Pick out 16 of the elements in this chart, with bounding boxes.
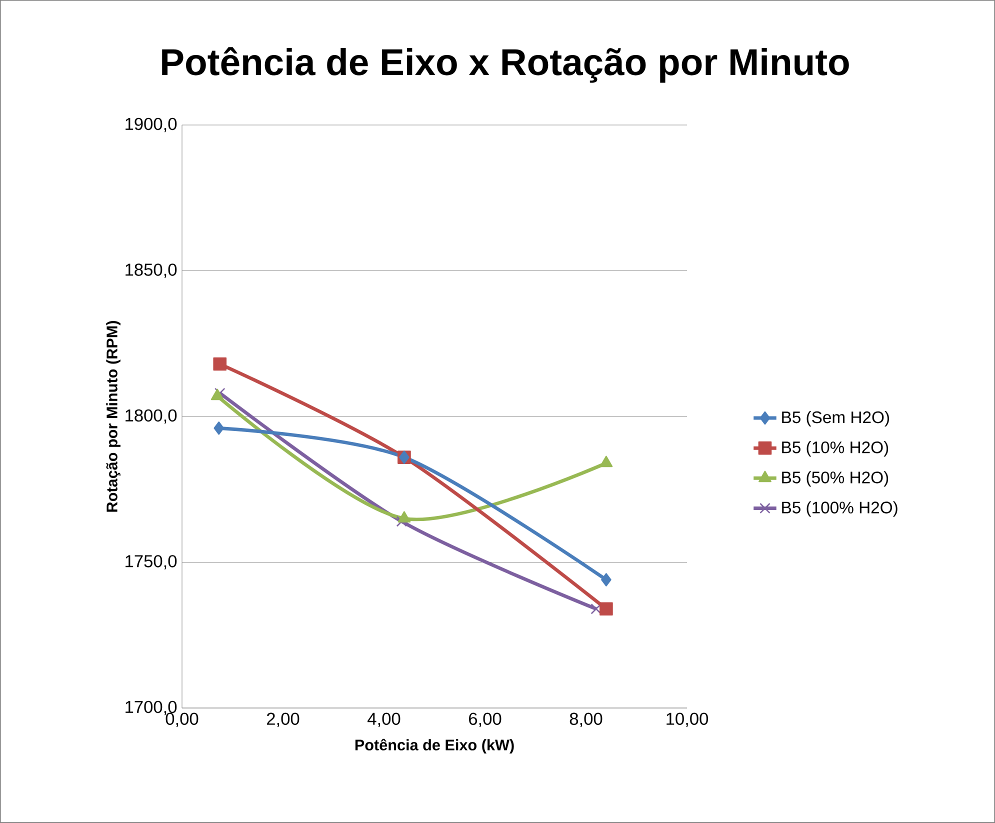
- y-tick-label: 1750,0: [126, 555, 177, 570]
- x-tick-label: 4,00: [368, 712, 400, 728]
- y-tick-label: 1800,0: [126, 409, 177, 424]
- legend-label: B5 (Sem H2O): [782, 410, 889, 426]
- legend-label: B5 (10% H2O): [782, 441, 888, 457]
- x-tick-label: 10,00: [666, 712, 708, 728]
- legend-label: B5 (100% H2O): [782, 501, 898, 517]
- x-tick-label: 6,00: [469, 712, 502, 728]
- chart-title: Potência de Eixo x Rotação por Minuto: [162, 47, 849, 83]
- legend-label: B5 (50% H2O): [782, 471, 888, 487]
- x-tick-label: 2,00: [267, 712, 300, 728]
- y-tick-label: 1900,0: [126, 118, 177, 132]
- y-axis-title: Rotação por Minuto (RPM): [106, 321, 120, 512]
- x-axis-title: Potência de Eixo (kW): [355, 738, 514, 754]
- x-tick-label: 8,00: [570, 712, 602, 728]
- y-tick-label: 1850,0: [126, 264, 177, 278]
